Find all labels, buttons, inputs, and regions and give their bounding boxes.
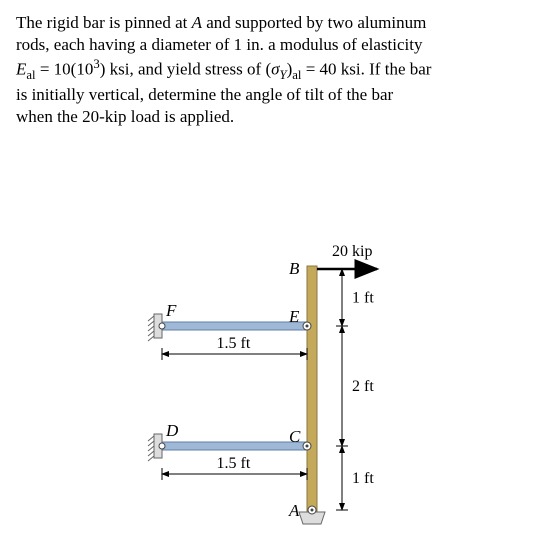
sub-al: al [26, 68, 35, 82]
text: is initially vertical, determine the ang… [16, 85, 393, 104]
support-d-pin [159, 443, 165, 449]
text: ) ksi, and yield stress of ( [100, 60, 271, 79]
dim-1ft-bot-label: 1 ft [352, 470, 374, 487]
load-label: 20 kip [332, 243, 372, 260]
rod-dc [162, 442, 307, 450]
dim-1ft-top-label: 1 ft [352, 289, 374, 306]
diagram-container: 20 kip B E C A F D 1 ft 2 ft 1 ft 1.5 ft 1.5 ft [16, 146, 527, 526]
text: = 10(10 [36, 60, 94, 79]
rod-ef [162, 322, 307, 330]
dim-2ft-label: 2 ft [352, 378, 374, 395]
text: = 40 ksi. If the bar [301, 60, 431, 79]
label-e: E [288, 307, 300, 326]
dim-15ft-bot-label: 1.5 ft [216, 455, 250, 472]
text: rods, each having a diameter of 1 in. a … [16, 35, 422, 54]
label-c: C [289, 427, 301, 446]
sub-Y: Y [280, 68, 287, 82]
text: and supported by two aluminum [202, 13, 426, 32]
label-f: F [165, 301, 177, 320]
label-a: A [288, 501, 300, 520]
var-E: E [16, 60, 26, 79]
point-A: A [192, 13, 202, 32]
var-sigma: σ [271, 60, 279, 79]
support-f-pin [159, 323, 165, 329]
label-b: B [289, 259, 300, 278]
text: The rigid bar is pinned at [16, 13, 192, 32]
problem-statement: The rigid bar is pinned at A and support… [16, 12, 527, 128]
label-d: D [165, 421, 179, 440]
text: when the 20-kip load is applied. [16, 107, 234, 126]
diagram-svg: 20 kip B E C A F D 1 ft 2 ft 1 ft 1.5 ft 1.5 ft [132, 146, 412, 526]
rigid-bar [307, 266, 317, 512]
dim-15ft-top-label: 1.5 ft [216, 335, 250, 352]
